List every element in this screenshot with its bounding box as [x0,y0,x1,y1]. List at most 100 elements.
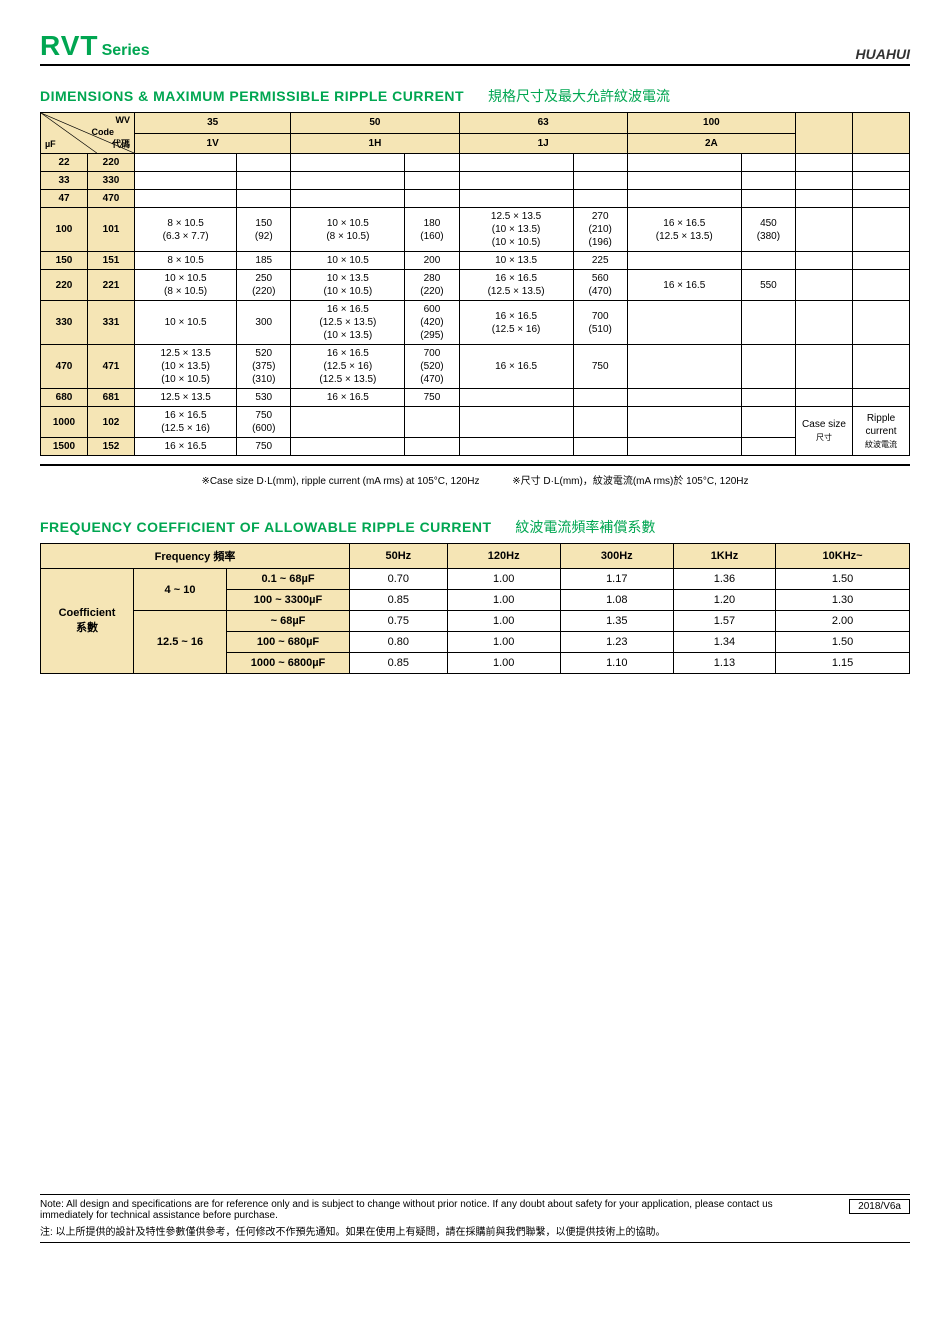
empty-cell [853,345,910,389]
range-cell: 12.5 ~ 16 [134,611,227,674]
data-cell: 280(220) [405,270,459,301]
data-cell [459,172,573,190]
coef-cell: 0.80 [350,632,448,653]
data-cell [573,438,627,456]
data-cell [627,407,741,438]
series-suffix: Series [102,42,150,59]
table-row: 100010216 × 16.5(12.5 × 16)750(600)Case … [41,407,910,438]
code-cell: 330 [88,172,135,190]
data-cell: 560(470) [573,270,627,301]
wv-header: 35 [135,113,291,134]
empty-cell [853,172,910,190]
data-cell [627,389,741,407]
page-footer: Note: All design and specifications are … [40,1194,910,1243]
data-cell [405,190,459,208]
code-cell: 470 [88,190,135,208]
uf-cell: 47 [41,190,88,208]
code-cell: 151 [88,252,135,270]
section1-title-cn: 規格尺寸及最大允許紋波電流 [488,88,670,104]
code-header: 2A [627,133,795,154]
freq-col-header: 120Hz [447,544,560,569]
data-cell: 12.5 × 13.5 [135,389,237,407]
data-cell: 10 × 13.5 [459,252,573,270]
table-row: 1001018 × 10.5(6.3 × 7.7)150(92)10 × 10.… [41,208,910,252]
data-cell: 450(380) [741,208,795,252]
data-cell [741,190,795,208]
coef-cell: 1.50 [776,569,910,590]
code-cell: 101 [88,208,135,252]
dim-table-body: 2222033330474701001018 × 10.5(6.3 × 7.7)… [41,154,910,456]
empty-cell [796,270,853,301]
empty-cell [853,270,910,301]
data-cell: 700(510) [573,301,627,345]
empty-cell [796,345,853,389]
table-row: Coefficient系數4 ~ 100.1 ~ 68µF0.701.001.1… [41,569,910,590]
caption-left: ※Case size D·L(mm), ripple current (mA r… [201,476,479,487]
empty-cell [796,252,853,270]
data-cell: 250(220) [237,270,291,301]
data-cell [741,301,795,345]
data-cell [627,190,741,208]
coef-cell: 1.20 [673,590,775,611]
coef-cell: 1.00 [447,569,560,590]
data-cell [405,154,459,172]
data-cell [573,389,627,407]
section2-title-en: FREQUENCY COEFFICIENT OF ALLOWABLE RIPPL… [40,519,492,535]
uf-cell: 1000 [41,407,88,438]
code-header: 1H [291,133,459,154]
wv-corner-cell: WVCodeµF代碼 [41,113,135,154]
data-cell: 16 × 16.5(12.5 × 13.5)(10 × 13.5) [291,301,405,345]
data-cell: 180(160) [405,208,459,252]
code-header: 1J [459,133,627,154]
data-cell [573,172,627,190]
wv-header: 100 [627,113,795,134]
brand-name: HUAHUI [856,46,910,62]
uf-cell: 22 [41,154,88,172]
code-header: 1V [135,133,291,154]
empty-cell [853,154,910,172]
table-row: 68068112.5 × 13.553016 × 16.5750 [41,389,910,407]
data-cell: 8 × 10.5(6.3 × 7.7) [135,208,237,252]
data-cell: 8 × 10.5 [135,252,237,270]
data-cell: 16 × 16.5 [627,270,741,301]
uf-cell: 33 [41,172,88,190]
code-cell: 102 [88,407,135,438]
uf-cell: 680 [41,389,88,407]
freq-col-header: 10KHz~ [776,544,910,569]
data-cell: 225 [573,252,627,270]
coef-cell: 1.57 [673,611,775,632]
coef-cell: 1.00 [447,590,560,611]
data-cell [291,407,405,438]
coef-cell: 1.15 [776,653,910,674]
version-box: 2018/V6a [849,1199,910,1214]
data-cell: 550 [741,270,795,301]
data-cell [135,154,237,172]
freq-col-header: 1KHz [673,544,775,569]
coef-cell: 0.75 [350,611,448,632]
footer-note-en: Note: All design and specifications are … [40,1199,773,1221]
data-cell [459,154,573,172]
wv-header: 63 [459,113,627,134]
coef-cell: 1.50 [776,632,910,653]
table-row: 33330 [41,172,910,190]
data-cell: 12.5 × 13.5(10 × 13.5)(10 × 10.5) [135,345,237,389]
coef-cell: 1.10 [560,653,673,674]
uf-cell: 100 [41,208,88,252]
uf-cell: 220 [41,270,88,301]
data-cell [627,172,741,190]
section1-title-en: DIMENSIONS & MAXIMUM PERMISSIBLE RIPPLE … [40,88,464,104]
data-cell [459,438,573,456]
code-cell: 471 [88,345,135,389]
data-cell [741,389,795,407]
data-cell: 10 × 10.5(8 × 10.5) [135,270,237,301]
frequency-table: Frequency 頻率50Hz120Hz300Hz1KHz10KHz~Coef… [40,543,910,674]
capacitance-cell: 0.1 ~ 68µF [227,569,350,590]
coef-cell: 2.00 [776,611,910,632]
data-cell: 10 × 10.5 [135,301,237,345]
empty-cell [796,172,853,190]
table-row: 22220 [41,154,910,172]
data-cell [237,172,291,190]
coef-cell: 1.00 [447,611,560,632]
caption-right: ※尺寸 D·L(mm)，紋波電流(mA rms)於 105°C, 120Hz [512,476,748,487]
code-cell: 220 [88,154,135,172]
